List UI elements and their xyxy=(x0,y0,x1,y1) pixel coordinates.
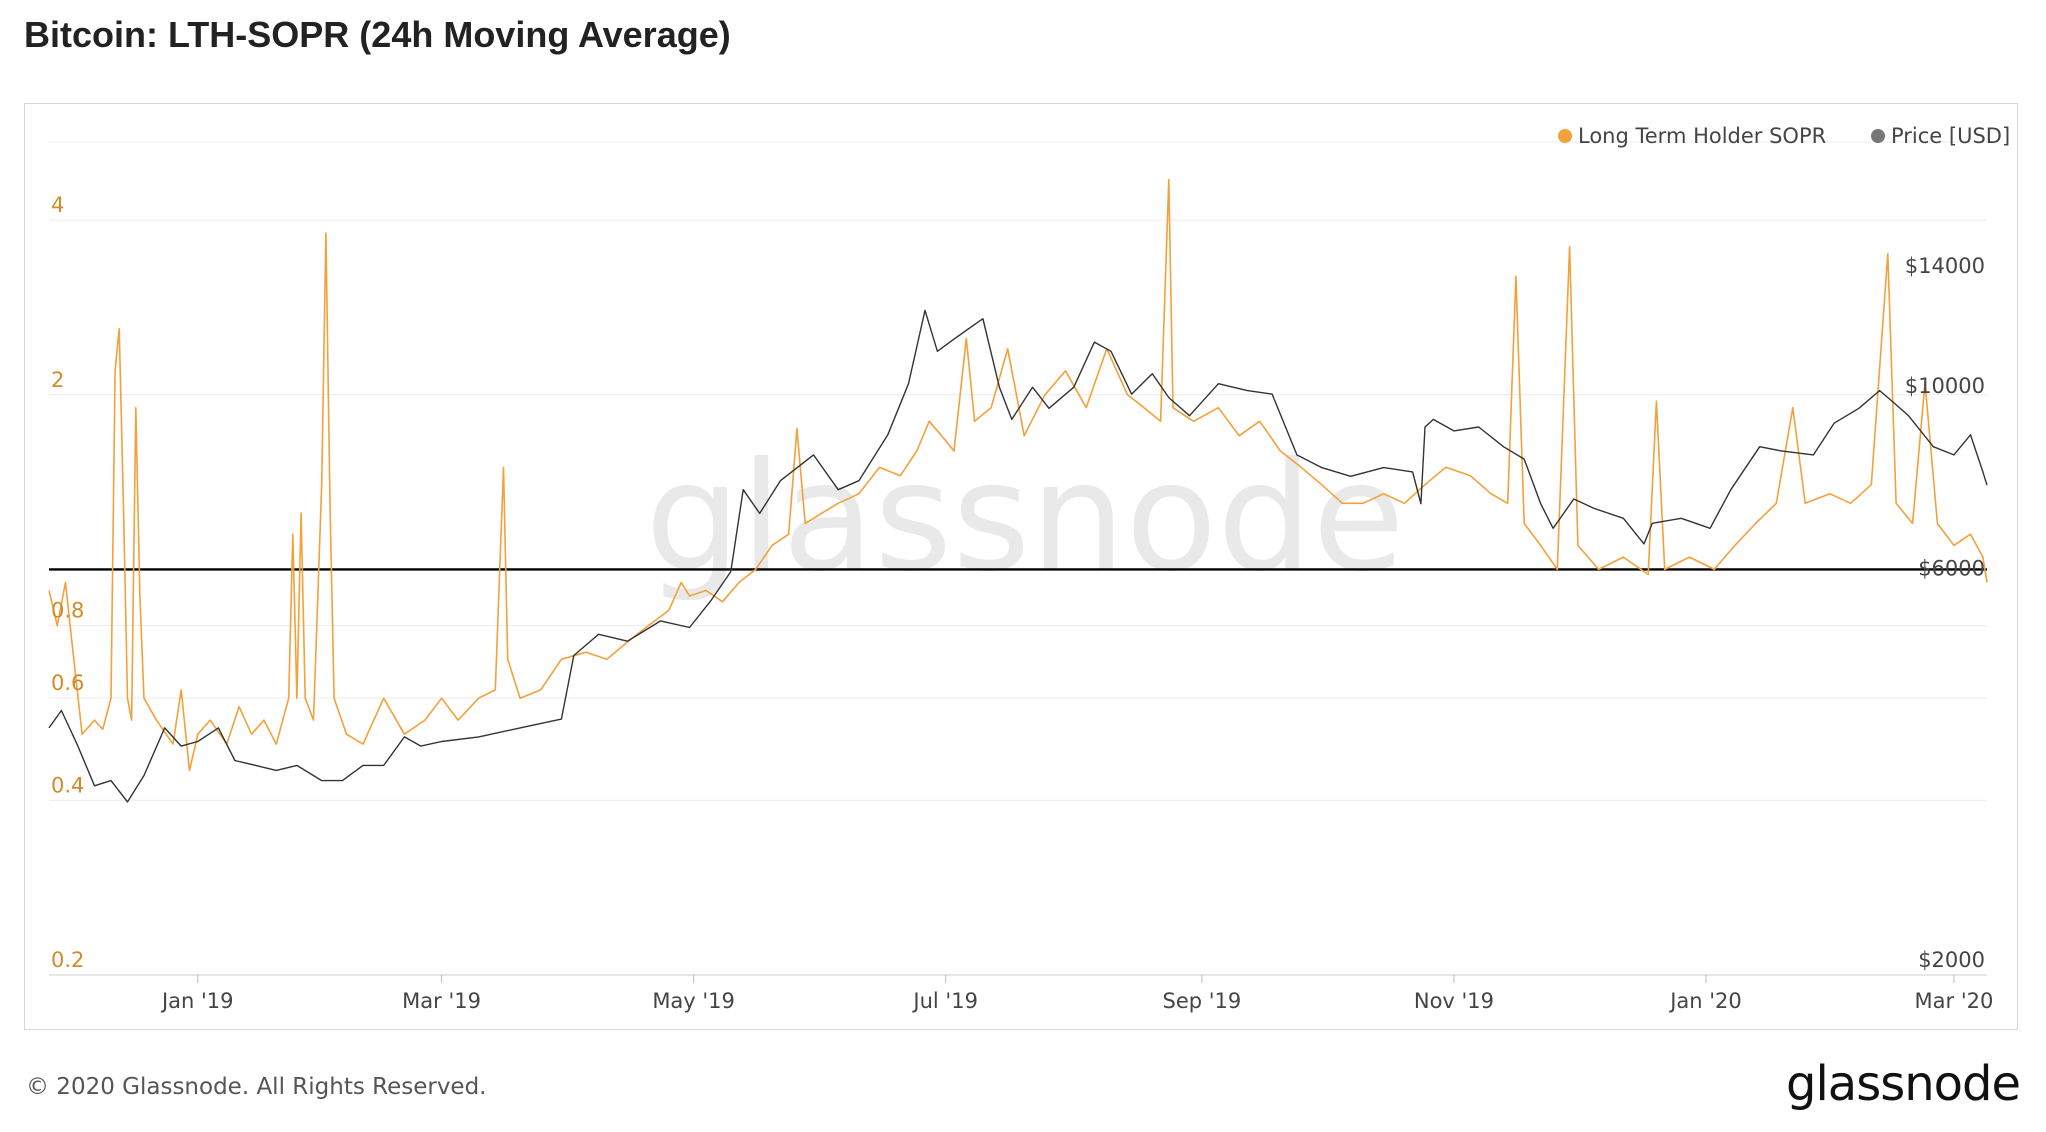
left-axis: 0.2 0.4 0.6 0.8 2 4 xyxy=(51,193,84,972)
left-tick-label: 0.2 xyxy=(51,948,84,972)
chart-frame: glassnode 0.2 0.4 0.6 0.8 2 4 $2000 $6000 $1000… xyxy=(24,103,2018,1030)
legend-label: Price [USD] xyxy=(1891,124,2010,148)
chart-svg: glassnode 0.2 0.4 0.6 0.8 2 4 $2000 $6000 $1000… xyxy=(48,124,2010,1013)
brand-logo: glassnode xyxy=(1785,1056,2021,1112)
price-series-line xyxy=(48,309,1988,803)
legend-swatch xyxy=(1558,129,1572,143)
right-tick-label: $14000 xyxy=(1905,254,1985,278)
right-tick-label: $2000 xyxy=(1918,948,1985,972)
series-layer xyxy=(48,178,1988,803)
copyright-text: © 2020 Glassnode. All Rights Reserved. xyxy=(26,1074,487,1100)
legend-swatch xyxy=(1871,129,1885,143)
x-tick-label: Mar '20 xyxy=(1915,989,1994,1013)
x-tick-label: Jan '19 xyxy=(160,989,234,1013)
left-tick-label: 0.8 xyxy=(51,599,84,623)
legend-label: Long Term Holder SOPR xyxy=(1578,124,1826,148)
left-tick-label: 0.4 xyxy=(51,773,84,797)
chart-title: Bitcoin: LTH-SOPR (24h Moving Average) xyxy=(24,14,731,55)
sopr-series-line xyxy=(48,178,1988,772)
right-tick-label: $6000 xyxy=(1918,556,1985,580)
x-tick-label: Jan '20 xyxy=(1668,989,1742,1013)
x-tick-label: Nov '19 xyxy=(1414,989,1494,1013)
x-tick-label: Jul '19 xyxy=(911,989,978,1013)
legend: Long Term Holder SOPR Price [USD] xyxy=(1558,124,2010,148)
x-tick-label: Mar '19 xyxy=(402,989,481,1013)
left-tick-label: 4 xyxy=(51,193,64,217)
right-tick-label: $10000 xyxy=(1905,374,1985,398)
left-tick-label: 0.6 xyxy=(51,671,84,695)
left-tick-label: 2 xyxy=(51,368,64,392)
watermark: glassnode xyxy=(645,431,1404,605)
right-axis: $2000 $6000 $10000 $14000 xyxy=(1905,254,1985,972)
x-tick-label: Sep '19 xyxy=(1163,989,1242,1013)
x-tick-label: May '19 xyxy=(652,989,735,1013)
x-axis: Jan '19 Mar '19 May '19 Jul '19 Sep '19 Nov '… xyxy=(49,974,1994,1013)
